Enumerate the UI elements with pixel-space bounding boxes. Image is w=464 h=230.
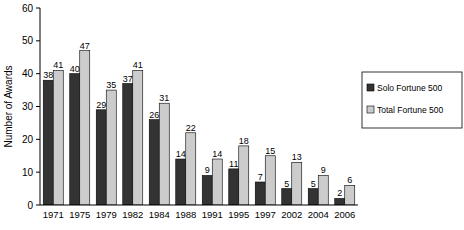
legend: Solo Fortune 500 Total Fortune 500 (362, 72, 462, 128)
x-tick-label: 1997 (255, 209, 276, 220)
y-tick-label: 40 (22, 68, 34, 79)
chart-container: 0102030405060Number of Awards38414047293… (0, 0, 464, 230)
data-label: 2 (337, 188, 342, 198)
data-label: 9 (321, 165, 326, 175)
data-label: 26 (149, 110, 159, 120)
bars (43, 51, 355, 205)
y-tick (36, 139, 40, 140)
x-tick-label: 2002 (281, 209, 302, 220)
y-tick (36, 40, 40, 41)
y-tick-label: 30 (22, 101, 34, 112)
y-tick (36, 106, 40, 107)
y-tick-label: 50 (22, 35, 34, 46)
bar (202, 175, 212, 205)
data-label: 18 (239, 136, 249, 146)
x-axis (40, 205, 358, 206)
bar (53, 70, 63, 205)
x-tick-label: 1991 (202, 209, 223, 220)
data-label: 14 (176, 149, 186, 159)
bar (96, 110, 106, 205)
data-label: 38 (43, 70, 53, 80)
data-label: 9 (205, 165, 210, 175)
chart-svg: 0102030405060Number of Awards38414047293… (0, 0, 464, 230)
bar (212, 159, 222, 205)
bar (292, 162, 302, 205)
data-labels: 3841404729353741263114229141118715513592… (43, 41, 352, 199)
data-label: 35 (106, 80, 116, 90)
bar (345, 185, 355, 205)
legend-swatch (367, 106, 374, 113)
y-tick (36, 172, 40, 173)
bar (133, 70, 143, 205)
bar (123, 84, 133, 205)
y-tick (36, 205, 40, 206)
x-tick-label: 1982 (122, 209, 143, 220)
bar (318, 175, 328, 205)
bar (282, 189, 292, 205)
data-label: 41 (53, 60, 63, 70)
y-tick (36, 73, 40, 74)
legend-box (362, 72, 462, 128)
x-tick-label: 1975 (69, 209, 90, 220)
bar (149, 120, 159, 205)
x-tick-label: 1984 (149, 209, 170, 220)
data-label: 11 (229, 159, 238, 169)
bar (308, 189, 318, 205)
bar (43, 80, 53, 205)
data-label: 47 (80, 41, 90, 51)
bar (80, 51, 90, 205)
data-label: 5 (311, 179, 316, 189)
y-tick-label: 60 (22, 3, 34, 14)
y-tick-label: 0 (27, 200, 33, 211)
bar (239, 146, 249, 205)
x-tick-label: 1971 (43, 209, 64, 220)
y-tick-label: 20 (22, 134, 34, 145)
data-label: 15 (265, 146, 275, 156)
data-label: 41 (133, 60, 143, 70)
y-tick (36, 8, 40, 9)
bar (70, 74, 80, 205)
x-tick-label: 1979 (96, 209, 117, 220)
data-label: 40 (70, 64, 80, 74)
x-tick-label: 1995 (228, 209, 249, 220)
bar (265, 156, 275, 205)
bar (255, 182, 265, 205)
bar (106, 90, 116, 205)
legend-swatch (367, 84, 374, 91)
bar (229, 169, 239, 205)
y-axis (40, 8, 41, 205)
data-label: 14 (212, 149, 222, 159)
bar (335, 198, 345, 205)
data-label: 29 (96, 100, 106, 110)
bar (159, 103, 169, 205)
x-tick-label: 1988 (175, 209, 196, 220)
bar (186, 133, 196, 205)
data-label: 37 (123, 74, 133, 84)
x-tick-label: 2004 (308, 209, 329, 220)
data-label: 31 (159, 93, 169, 103)
data-label: 6 (347, 175, 352, 185)
bar (176, 159, 186, 205)
legend-label: Total Fortune 500 (377, 105, 443, 115)
data-label: 7 (258, 172, 263, 182)
y-axis-label: Number of Awards (3, 65, 14, 147)
x-tick-label: 2006 (334, 209, 355, 220)
y-tick-label: 10 (22, 167, 34, 178)
legend-label: Solo Fortune 500 (377, 83, 442, 93)
data-label: 5 (284, 179, 289, 189)
data-label: 22 (186, 123, 196, 133)
data-label: 13 (292, 152, 302, 162)
